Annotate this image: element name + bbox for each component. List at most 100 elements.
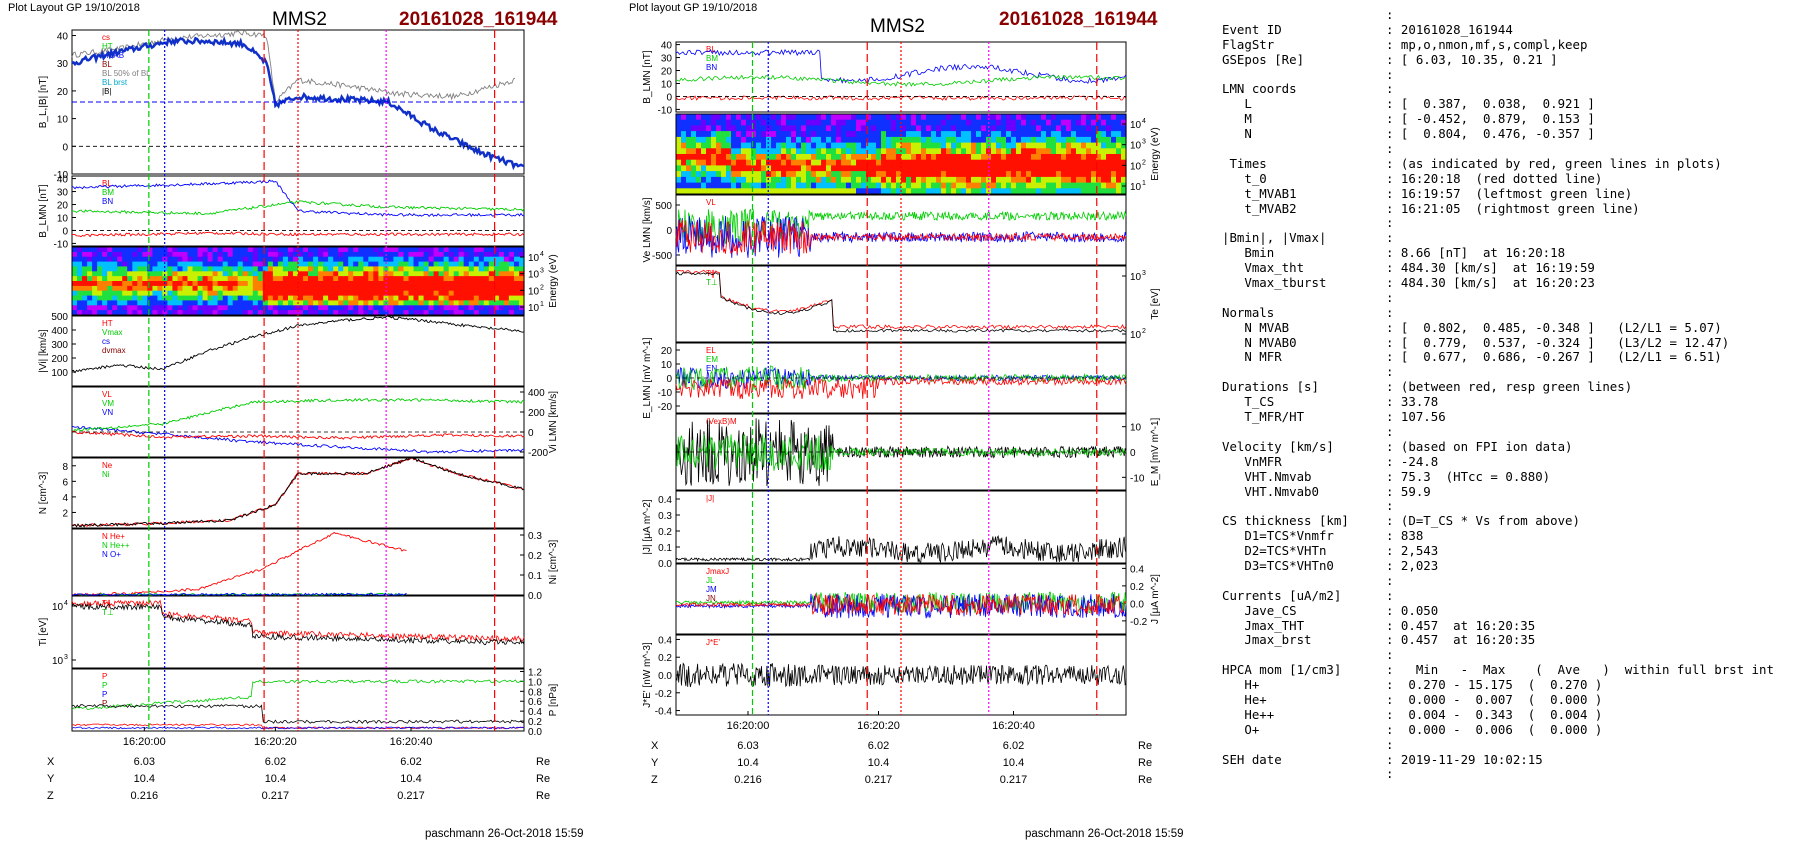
spectrogram-cell xyxy=(388,290,394,297)
spectrogram-cell xyxy=(1016,148,1022,155)
spectrogram-cell xyxy=(222,251,229,258)
spectrogram-cell xyxy=(82,295,88,302)
spectrogram-cell xyxy=(353,295,359,302)
spectrogram-cell xyxy=(1016,182,1022,189)
spectrogram-cell xyxy=(408,256,415,263)
spectrogram-cell xyxy=(966,159,972,166)
spectrogram-cell xyxy=(916,136,922,144)
spectrogram-cell xyxy=(676,148,682,155)
spectrogram-cell xyxy=(701,182,707,189)
position-name: Z xyxy=(651,774,658,786)
spectrogram-cell xyxy=(77,266,83,272)
spectrogram-cell xyxy=(303,305,309,311)
spectrogram-cell xyxy=(1011,154,1017,161)
spectrogram-cell xyxy=(861,171,867,178)
spectrogram-cell xyxy=(222,271,229,277)
spectrogram-cell xyxy=(681,136,687,144)
spectrogram-cell xyxy=(308,251,314,258)
spectrogram-cell xyxy=(147,276,153,282)
spectrogram-cell xyxy=(1001,119,1007,126)
spectrogram-cell xyxy=(443,256,450,263)
spectrogram-cell xyxy=(716,176,722,184)
spectrogram-cell xyxy=(1071,119,1077,126)
spectrogram-cell xyxy=(786,176,792,184)
spectrogram-cell xyxy=(102,310,108,316)
spectrogram-cell xyxy=(202,285,209,292)
spectrogram-cell xyxy=(976,165,982,172)
spectrogram-cell xyxy=(498,261,505,268)
spectrogram-cell xyxy=(711,114,717,121)
spectrogram-cell xyxy=(1021,136,1027,144)
summary-key: Durations [s] xyxy=(1222,380,1319,395)
spectrogram-cell xyxy=(916,119,922,126)
position-unit: Re xyxy=(536,790,550,800)
spectrogram-cell xyxy=(1031,171,1037,178)
spectrogram-cell xyxy=(147,266,153,272)
spectrogram-cell xyxy=(896,114,902,121)
spectrogram-cell xyxy=(313,256,319,263)
spectrogram-cell xyxy=(716,142,722,149)
summary-key: VHT.Nmvab xyxy=(1222,469,1312,484)
spectrogram-cell xyxy=(303,295,309,302)
spectrogram-cell xyxy=(448,305,455,311)
spectrogram-cell xyxy=(493,281,500,287)
spectrogram-cell xyxy=(458,276,465,282)
summary-row: HPCA mom [1/cm3]: Min - Max ( Ave ) with… xyxy=(1222,663,1800,678)
spectrogram-cell xyxy=(861,159,867,166)
spectrogram-cell xyxy=(1076,176,1082,184)
spectrogram-cell xyxy=(328,290,334,297)
spectrogram-cell xyxy=(696,125,702,132)
spectrogram-cell xyxy=(816,171,822,178)
spectrogram-cell xyxy=(786,188,792,195)
spectrogram-cell xyxy=(503,290,510,297)
spectrogram-cell xyxy=(816,142,822,149)
spectrogram-cell xyxy=(1116,182,1122,189)
spectrogram-cell xyxy=(343,290,349,297)
spectrogram-cell xyxy=(493,266,500,272)
spectrogram-cell xyxy=(117,266,123,272)
spectrogram-cell xyxy=(1096,114,1102,121)
spectrogram-cell xyxy=(403,300,410,306)
spectrogram-cell xyxy=(152,271,158,277)
spectrogram-cell xyxy=(966,131,972,138)
summary-row: Currents [uA/m2]: xyxy=(1222,589,1800,604)
spectrogram-cell xyxy=(423,305,430,311)
spectrogram-cell xyxy=(448,256,455,263)
spectrogram-cell xyxy=(117,261,123,268)
position-name: X xyxy=(47,756,55,768)
spectrogram-cell xyxy=(996,119,1002,126)
spectrogram-cell xyxy=(856,125,862,132)
spectrogram-cell xyxy=(308,300,314,306)
spectrogram-cell xyxy=(866,142,872,149)
spectrogram-cell xyxy=(881,136,887,144)
spectrogram-cell xyxy=(282,271,289,277)
spectrogram-cell xyxy=(212,261,219,268)
spectrogram-cell xyxy=(951,154,957,161)
summary-row: : xyxy=(1222,216,1800,231)
spectrogram-cell xyxy=(458,261,465,268)
spectrogram-cell xyxy=(941,136,947,144)
spectrogram-cell xyxy=(478,247,485,253)
series-line xyxy=(71,599,525,643)
legend-entry: VL xyxy=(706,198,716,207)
spectrogram-cell xyxy=(971,171,977,178)
spectrogram-cell xyxy=(781,165,787,172)
spectrogram-cell xyxy=(217,261,224,268)
spectrogram-cell xyxy=(901,188,907,195)
spectrogram-cell xyxy=(706,119,712,126)
spectrogram-cell xyxy=(721,159,727,166)
spectrogram-cell xyxy=(831,182,837,189)
spectrogram-cell xyxy=(102,295,108,302)
spectrogram-cell xyxy=(383,261,389,268)
spectrogram-cell xyxy=(941,176,947,184)
spectrogram-cell xyxy=(232,310,239,316)
spectrogram-cell xyxy=(433,281,440,287)
spectrogram-cell xyxy=(736,119,742,126)
spectrogram-cell xyxy=(107,290,113,297)
spectrogram-cell xyxy=(72,310,78,316)
spectrogram-cell xyxy=(288,290,294,297)
spectrogram-cell xyxy=(453,247,460,253)
spectrogram-cell xyxy=(876,131,882,138)
spectrogram-cell xyxy=(771,125,777,132)
spectrogram-cell xyxy=(1086,159,1092,166)
